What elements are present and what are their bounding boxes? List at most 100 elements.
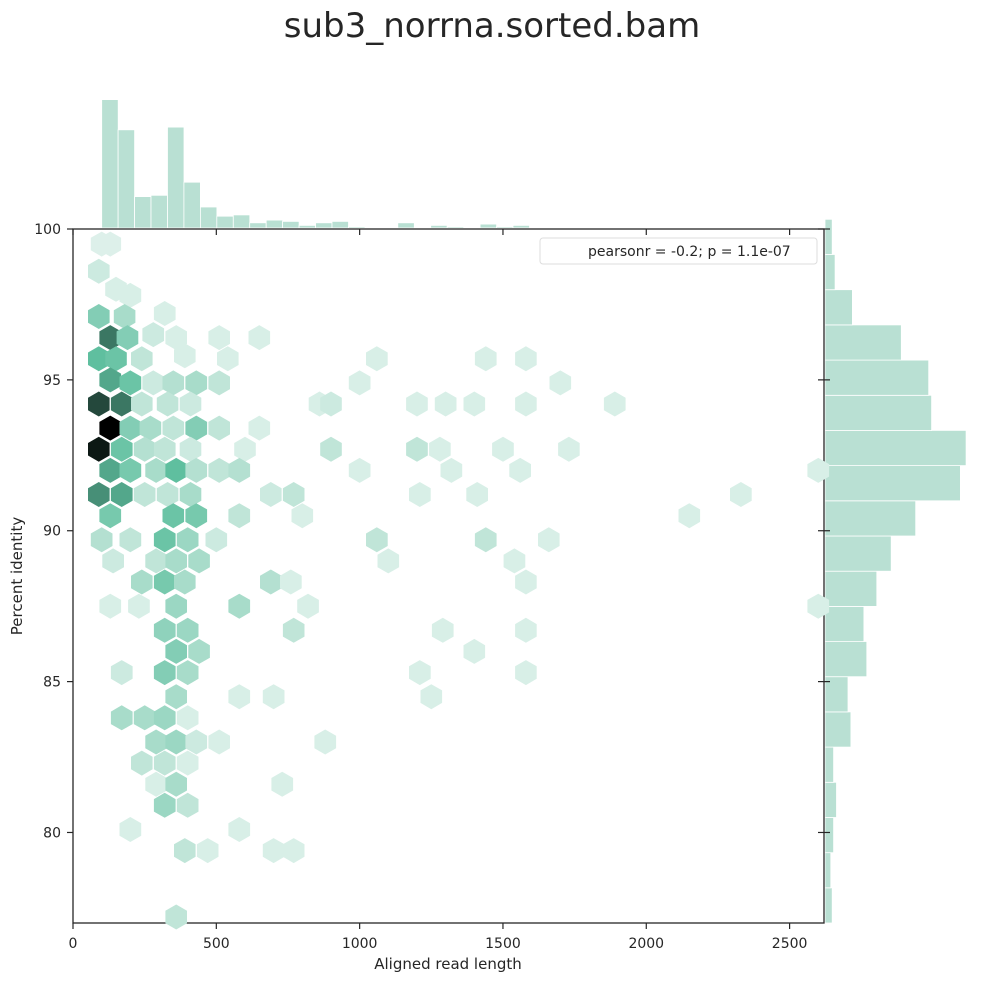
x-tick-label: 1500 (485, 936, 521, 952)
hexbin (110, 705, 133, 731)
hexbin (142, 370, 165, 396)
hexbin (440, 457, 463, 483)
hexbin (474, 346, 497, 372)
hexbin (228, 593, 251, 619)
hexbin (409, 660, 431, 686)
y-marginal-bar (824, 324, 902, 361)
hexbin-plot-area (72, 228, 825, 924)
hexbin (153, 705, 176, 731)
hexbin (188, 638, 210, 664)
hexbin (179, 482, 202, 507)
hexbin (366, 346, 388, 372)
x-marginal-bar (479, 223, 498, 229)
x-tick-label: 2000 (628, 936, 664, 952)
y-tick-label: 90 (43, 524, 61, 540)
x-marginal-bar (512, 224, 530, 229)
hexbin (153, 660, 176, 686)
hexbin (88, 304, 110, 329)
hexbin (119, 527, 142, 553)
hexbin (185, 503, 208, 529)
hexbin (119, 457, 142, 483)
y-marginal-bar (824, 641, 868, 678)
hexbin (88, 482, 110, 507)
hexbin (165, 548, 187, 574)
y-marginal-bar (824, 465, 961, 502)
hexbin (99, 367, 122, 393)
y-marginal-bar (824, 394, 932, 431)
x-marginal-bar (101, 99, 119, 229)
x-tick-label: 0 (69, 936, 78, 952)
hexbin (280, 569, 302, 595)
hexbin (139, 415, 162, 441)
x-marginal-bar (150, 194, 168, 229)
hexbin (174, 569, 196, 595)
hexbin (165, 593, 187, 619)
hexbin (807, 457, 830, 483)
hexbin (153, 617, 176, 643)
x-marginal-bar (183, 181, 201, 229)
hexbin (176, 527, 199, 553)
hexbin (88, 346, 110, 372)
x-marginal-bar (331, 220, 349, 229)
x-tick-label: 500 (203, 936, 230, 952)
hexbin (119, 282, 142, 308)
y-marginal-bar (824, 429, 967, 466)
axis-ticks: 0 500 1000 1500 2000 2500 80 85 90 95 100 (34, 222, 830, 952)
hexbin (291, 503, 314, 529)
hexbin (208, 729, 230, 755)
hexbin (208, 457, 230, 483)
hexbin (271, 771, 294, 797)
hexbin (145, 729, 167, 755)
y-marginal-bar (824, 781, 837, 818)
hexbin (262, 684, 285, 710)
hexbin (549, 370, 572, 396)
x-marginal-bar (249, 222, 267, 229)
hexbin (128, 593, 150, 619)
hexbin (119, 817, 142, 842)
x-marginal-bar (167, 126, 185, 229)
hexbin (282, 838, 305, 864)
hexbin (110, 436, 133, 462)
hexbin (131, 391, 153, 417)
x-marginal-bar (265, 219, 284, 229)
hexbin (142, 322, 165, 348)
hexbin (188, 548, 210, 574)
hexbin (474, 527, 497, 553)
hexbin (179, 436, 202, 462)
hexbin (131, 346, 153, 372)
x-marginal-bar (315, 222, 333, 229)
hexbin (208, 370, 230, 396)
hexbin (678, 503, 701, 529)
x-marginal-bar (446, 226, 465, 229)
hexbin (260, 482, 282, 507)
hexbin (165, 325, 187, 351)
hexbin (185, 457, 208, 483)
y-marginal-histogram (824, 218, 967, 924)
x-tick-label: 1000 (342, 936, 378, 952)
x-marginal-bar (282, 220, 300, 229)
hexbin (165, 771, 187, 797)
hexbin (492, 436, 514, 462)
hexbin (133, 705, 156, 731)
y-marginal-bar (824, 817, 835, 854)
hexbin (102, 548, 124, 574)
hexbin (429, 436, 451, 462)
hexbin (185, 415, 208, 441)
hexbin (260, 569, 282, 595)
hexbin (377, 548, 400, 574)
hexbin (314, 729, 337, 755)
y-marginal-bar (824, 289, 853, 326)
hexbin (113, 304, 136, 329)
hexbin (99, 593, 122, 619)
hexbin (262, 838, 285, 864)
y-tick-label: 85 (43, 675, 61, 691)
hexbin (366, 527, 388, 553)
hexbin (282, 482, 305, 507)
hexbin (406, 391, 428, 417)
legend: pearsonr = -0.2; p = 1.1e-07 (539, 237, 818, 265)
y-marginal-bar (824, 535, 892, 572)
hexbin (88, 436, 110, 462)
y-marginal-bar (824, 254, 836, 291)
hexbin (208, 325, 230, 351)
